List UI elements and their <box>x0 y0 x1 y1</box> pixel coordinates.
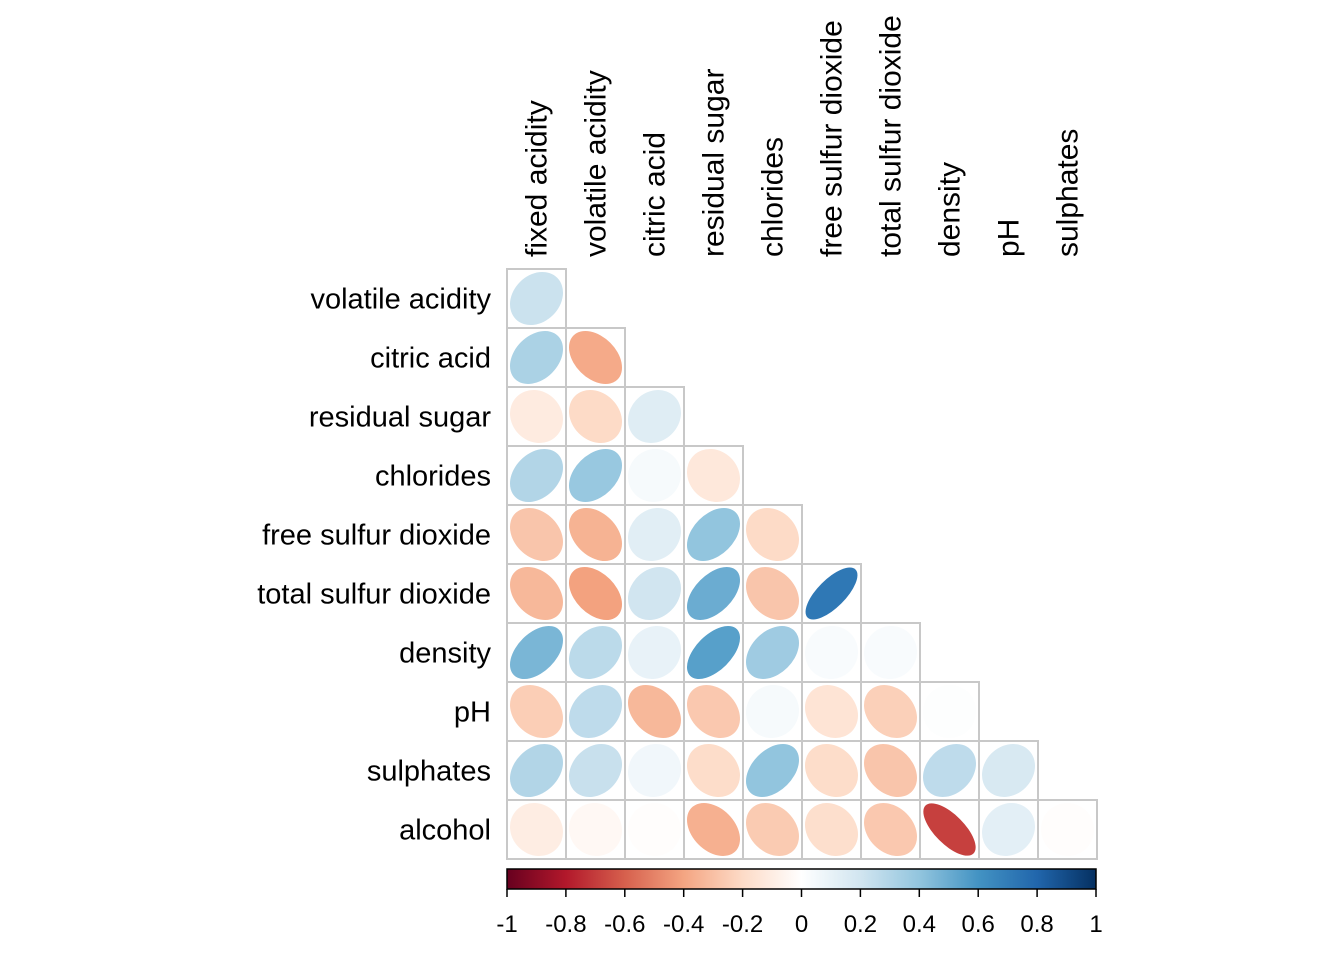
correlation-ellipse <box>804 744 858 798</box>
column-label-residual-sugar: residual sugar <box>698 69 731 257</box>
row-label-citric-acid: citric acid <box>370 343 491 375</box>
correlation-ellipse <box>805 567 858 620</box>
correlation-ellipse <box>982 743 1036 798</box>
legend-tick-label: -0.8 <box>545 911 586 938</box>
color-legend-ticks: -1 -0.8 -0.6 -0.4 -0.2 0 0.2 0.4 0.6 0.8 1 <box>496 889 1103 938</box>
correlation-ellipse <box>687 449 741 503</box>
correlation-ellipse <box>863 802 917 856</box>
legend-tick-label: -0.4 <box>663 911 704 938</box>
correlation-ellipse <box>510 507 564 561</box>
correlation-ellipse <box>923 803 976 856</box>
correlation-ellipse <box>509 685 563 739</box>
correlation-ellipse <box>687 508 741 562</box>
correlation-ellipse <box>509 743 563 797</box>
correlation-ellipse <box>509 271 563 325</box>
legend-tick-label: -0.2 <box>722 911 763 938</box>
legend-tick-label: -0.6 <box>604 911 645 938</box>
correlation-ellipse <box>981 803 1035 857</box>
correlation-ellipse <box>568 626 622 680</box>
row-label-alcohol: alcohol <box>399 815 491 847</box>
correlation-ellipse <box>569 684 623 738</box>
correlation-ellipse <box>687 802 741 856</box>
column-labels: fixed acidity volatile acidity citric acid… <box>521 15 1085 257</box>
correlation-ellipse <box>805 625 859 679</box>
row-label-volatile-acidity: volatile acidity <box>310 284 491 316</box>
column-label-volatile-acidity: volatile acidity <box>580 70 613 257</box>
legend-tick-label: 1 <box>1089 911 1102 938</box>
column-label-sulphates: sulphates <box>1052 129 1085 257</box>
correlation-ellipse <box>509 389 564 443</box>
correlation-ellipse <box>804 685 858 739</box>
column-label-density: density <box>934 162 967 257</box>
correlation-ellipse <box>864 684 918 738</box>
correlation-ellipse <box>510 802 564 856</box>
correlation-ellipse <box>1040 802 1094 856</box>
correlation-ellipse <box>628 507 682 561</box>
correlation-ellipse <box>923 743 977 797</box>
color-legend-bar <box>506 868 1097 890</box>
correlation-ellipse <box>686 626 740 680</box>
row-label-total-sulfur-dioxide: total sulfur dioxide <box>257 579 491 611</box>
correlation-ellipse <box>627 625 681 679</box>
column-label-ph: pH <box>993 219 1026 257</box>
correlation-ellipse <box>686 744 740 798</box>
correlation-ellipse <box>746 684 800 738</box>
row-label-free-sulfur-dioxide: free sulfur dioxide <box>262 520 491 552</box>
correlation-ellipse <box>746 507 800 561</box>
legend-tick-label: -1 <box>496 911 517 938</box>
correlation-ellipse <box>864 743 918 797</box>
row-label-sulphates: sulphates <box>367 756 491 788</box>
legend-tick-label: 0 <box>795 911 808 938</box>
correlation-ellipse <box>628 390 682 444</box>
correlation-ellipse <box>569 743 623 797</box>
row-label-chlorides: chlorides <box>375 461 491 493</box>
correlation-cells <box>506 268 1098 860</box>
correlation-ellipse <box>509 626 563 680</box>
correlation-ellipse <box>569 567 623 621</box>
column-label-free-sulfur-dioxide: free sulfur dioxide <box>816 20 849 257</box>
correlation-ellipse <box>509 567 563 621</box>
correlation-ellipse <box>746 744 800 798</box>
correlation-ellipse <box>510 449 564 503</box>
legend-tick-label: 0.6 <box>962 911 995 938</box>
row-label-ph: pH <box>454 697 491 729</box>
correlation-ellipse <box>627 685 681 739</box>
correlation-ellipse <box>628 448 682 502</box>
correlation-ellipse <box>510 330 564 384</box>
correlation-ellipse <box>569 331 623 385</box>
row-labels: volatile acidity citric acid residual suga… <box>257 284 491 847</box>
correlation-ellipse <box>804 802 858 856</box>
correlation-ellipse <box>628 803 682 857</box>
column-label-chlorides: chlorides <box>757 137 790 257</box>
correlation-ellipse <box>569 448 623 502</box>
correlation-ellipse <box>923 684 977 738</box>
column-label-citric-acid: citric acid <box>639 132 672 257</box>
column-label-total-sulfur-dioxide: total sulfur dioxide <box>875 15 908 257</box>
correlation-ellipse <box>569 389 623 443</box>
column-label-fixed-acidity: fixed acidity <box>521 100 554 257</box>
legend-tick-label: 0.8 <box>1020 911 1053 938</box>
correlation-ellipse <box>686 684 740 738</box>
legend-tick-label: 0.4 <box>903 911 936 938</box>
correlation-ellipse <box>569 507 623 561</box>
correlation-ellipse <box>746 803 800 857</box>
correlation-ellipse <box>864 625 918 679</box>
correlation-ellipse <box>746 566 800 620</box>
correlation-ellipse <box>745 625 799 679</box>
row-label-residual-sugar: residual sugar <box>309 402 491 434</box>
correlation-ellipse <box>627 744 681 798</box>
color-legend: -1 -0.8 -0.6 -0.4 -0.2 0 0.2 0.4 0.6 0.8 1 <box>496 868 1103 938</box>
correlation-ellipse <box>627 566 681 620</box>
row-label-density: density <box>399 638 491 670</box>
correlation-ellipse <box>569 803 623 857</box>
legend-tick-label: 0.2 <box>844 911 877 938</box>
